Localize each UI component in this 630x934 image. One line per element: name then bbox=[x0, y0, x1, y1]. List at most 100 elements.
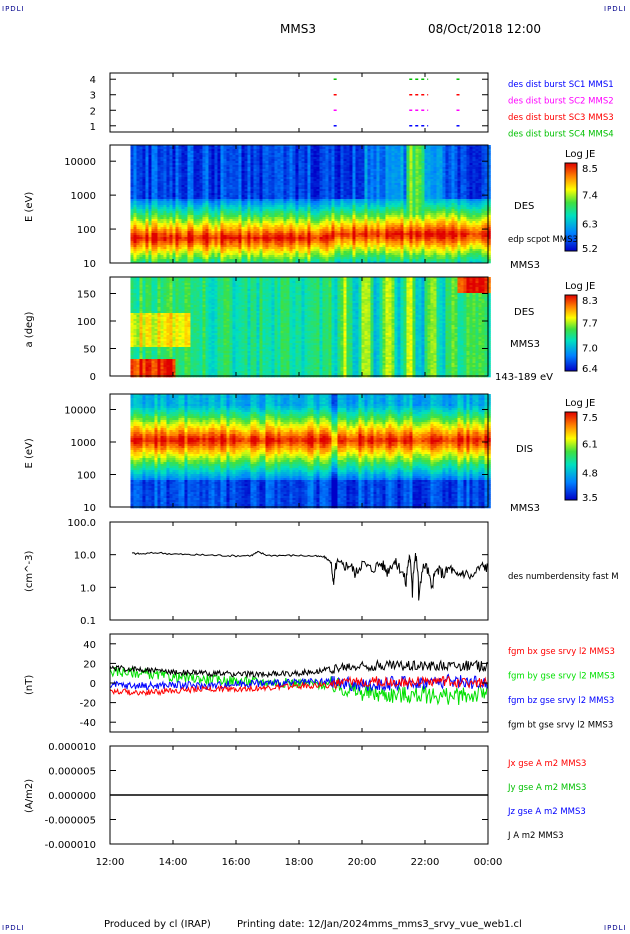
y-tick-label: 40 bbox=[83, 640, 96, 651]
time-tick-label: 20:00 bbox=[348, 857, 377, 868]
colorbar-tick-label: 3.5 bbox=[582, 493, 598, 504]
label-des: DES bbox=[514, 201, 534, 212]
footer-printing-date: Printing date: 12/Jan/2024 bbox=[237, 919, 368, 930]
field-legend-label: fgm by gse srvy l2 MMS3 bbox=[508, 672, 615, 682]
y-tick-label: 50 bbox=[83, 345, 96, 356]
y-tick-label: -0.000010 bbox=[45, 840, 96, 851]
y-tick-label: 10.0 bbox=[74, 551, 96, 562]
y-tick-label: 2 bbox=[90, 106, 96, 117]
colorbar bbox=[564, 162, 578, 252]
panel-frame-5 bbox=[109, 521, 489, 621]
field-line-bx bbox=[109, 675, 488, 697]
time-tick-label: 16:00 bbox=[222, 857, 251, 868]
y-tick-label: 0.1 bbox=[80, 616, 96, 627]
watermark-bottom-left: IPDLI bbox=[2, 924, 25, 932]
spectrogram-dis-energy-spectrogram bbox=[130, 394, 491, 509]
y-tick-label: 150 bbox=[77, 290, 96, 301]
colorbar-tick-label: 5.2 bbox=[582, 244, 598, 255]
colorbar-tick-label: 6.1 bbox=[582, 439, 598, 450]
y-tick-label: -20 bbox=[80, 699, 96, 710]
y-axis-label: E (eV) bbox=[24, 438, 35, 468]
colorbar bbox=[564, 294, 578, 372]
colorbar-tick-label: 7.7 bbox=[582, 318, 598, 329]
density-line bbox=[131, 550, 488, 601]
colorbar-tick-label: 7.0 bbox=[582, 344, 598, 355]
label-des: DES bbox=[514, 307, 534, 318]
y-tick-label: 0 bbox=[90, 679, 96, 690]
y-tick-label: 1 bbox=[90, 122, 96, 133]
footer-produced: Produced by cl (IRAP) bbox=[104, 919, 211, 930]
time-tick-label: 18:00 bbox=[285, 857, 314, 868]
y-tick-label: 0.000000 bbox=[48, 791, 96, 802]
colorbar-tick-label: 6.3 bbox=[582, 220, 598, 231]
y-axis-label: a (deg) bbox=[24, 311, 35, 347]
label-mms3: MMS3 bbox=[510, 503, 540, 514]
y-axis-label: E (eV) bbox=[24, 192, 35, 222]
colorbar-tick-label: 8.3 bbox=[582, 296, 598, 307]
y-tick-label: 10000 bbox=[64, 157, 96, 168]
field-line-bt bbox=[109, 658, 488, 679]
y-tick-label: 100.0 bbox=[67, 518, 96, 529]
spectrogram-des-energy-spectrogram bbox=[130, 145, 491, 264]
field-line-by bbox=[109, 666, 488, 706]
field-line-bz bbox=[109, 673, 488, 692]
footer-filename: mms_mms3_srvy_vue_web1.cl bbox=[368, 919, 522, 930]
time-tick-label: 00:00 bbox=[474, 857, 503, 868]
colorbar-title: Log JE bbox=[565, 149, 595, 160]
y-tick-label: 100 bbox=[77, 471, 96, 482]
y-axis-label: (nT) bbox=[24, 675, 35, 695]
y-tick-label: -0.000005 bbox=[45, 816, 96, 827]
y-tick-label: 0 bbox=[90, 372, 96, 383]
burst-legend-label: des dist burst SC2 MMS2 bbox=[508, 97, 614, 107]
spectrogram-des-pitch-angle bbox=[130, 277, 491, 378]
time-tick-label: 12:00 bbox=[96, 857, 125, 868]
panel-frame-1 bbox=[109, 72, 489, 133]
label-energy-range: 143-189 eV bbox=[495, 372, 553, 383]
field-legend-label: fgm bx gse srvy l2 MMS3 bbox=[508, 647, 615, 657]
y-tick-label: 100 bbox=[77, 225, 96, 236]
y-tick-label: 100 bbox=[77, 317, 96, 328]
y-tick-label: 1.0 bbox=[80, 583, 96, 594]
y-tick-label: 3 bbox=[90, 91, 96, 102]
colorbar-title: Log JE bbox=[565, 398, 595, 409]
field-legend-label: fgm bt gse srvy l2 MMS3 bbox=[508, 721, 613, 731]
time-tick-label: 14:00 bbox=[159, 857, 188, 868]
plot-title: MMS3 bbox=[280, 22, 316, 36]
current-legend-label: Jz gse A m2 MMS3 bbox=[507, 807, 586, 817]
field-legend-label: fgm bz gse srvy l2 MMS3 bbox=[508, 696, 614, 706]
density-legend-label: des numberdensity fast M bbox=[508, 572, 619, 582]
y-tick-label: 10000 bbox=[64, 406, 96, 417]
burst-legend-label: des dist burst SC1 MMS1 bbox=[508, 80, 614, 90]
y-tick-label: -40 bbox=[80, 718, 96, 729]
colorbar-tick-label: 7.4 bbox=[582, 190, 598, 201]
y-tick-label: 1000 bbox=[71, 438, 96, 449]
colorbar-tick-label: 7.5 bbox=[582, 413, 598, 424]
current-legend-label: J A m2 MMS3 bbox=[507, 831, 564, 841]
y-tick-label: 0.000005 bbox=[48, 767, 96, 778]
y-axis-label: (A/m2) bbox=[24, 779, 35, 813]
label-dis: DIS bbox=[516, 444, 533, 455]
watermark-top-right: IPDLI bbox=[604, 5, 627, 13]
watermark-top-left: IPDLI bbox=[2, 5, 25, 13]
label-mms3: MMS3 bbox=[510, 339, 540, 350]
y-axis-label: (cm^-3) bbox=[24, 551, 35, 592]
plot-date: 08/Oct/2018 12:00 bbox=[428, 22, 541, 36]
current-legend-label: Jx gse A m2 MMS3 bbox=[507, 759, 586, 769]
watermark-bottom-right: IPDLI bbox=[604, 924, 627, 932]
colorbar-tick-label: 4.8 bbox=[582, 469, 598, 480]
time-tick-label: 22:00 bbox=[411, 857, 440, 868]
y-tick-label: 4 bbox=[90, 75, 96, 86]
y-tick-label: 10 bbox=[83, 503, 96, 514]
burst-legend-label: des dist burst SC3 MMS3 bbox=[508, 113, 614, 123]
colorbar bbox=[564, 411, 578, 501]
colorbar-title: Log JE bbox=[565, 281, 595, 292]
colorbar-tick-label: 8.5 bbox=[582, 164, 598, 175]
burst-legend-label: des dist burst SC4 MMS4 bbox=[508, 130, 614, 140]
y-tick-label: 0.000010 bbox=[48, 742, 96, 753]
y-tick-label: 1000 bbox=[71, 191, 96, 202]
y-tick-label: 10 bbox=[83, 259, 96, 270]
label-mms3: MMS3 bbox=[510, 260, 540, 271]
label-edp-scpot: edp scpot MMS3 bbox=[508, 235, 578, 245]
colorbar-tick-label: 6.4 bbox=[582, 364, 598, 375]
